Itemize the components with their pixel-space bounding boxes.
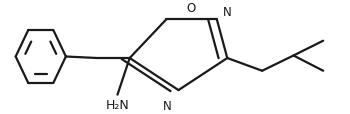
- Text: N: N: [163, 99, 172, 112]
- Text: O: O: [186, 2, 195, 15]
- Text: H₂N: H₂N: [106, 98, 130, 111]
- Text: N: N: [223, 6, 232, 19]
